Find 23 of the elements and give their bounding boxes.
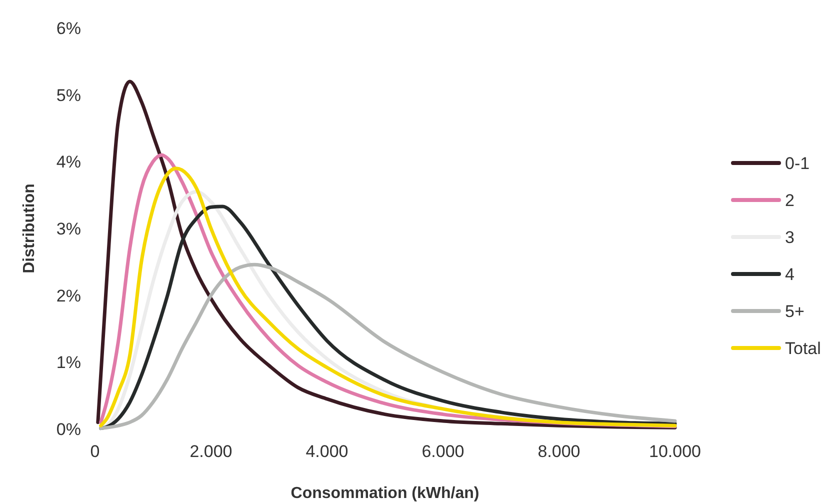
y-tick-label: 6%	[56, 18, 81, 38]
x-axis-title: Consommation (kWh/an)	[290, 485, 480, 502]
x-tick-label: 2.000	[190, 442, 232, 461]
x-tick-label: 4.000	[306, 442, 348, 461]
legend-label: 4	[785, 264, 794, 284]
y-tick-label: 4%	[56, 152, 81, 172]
legend-label: 2	[785, 190, 794, 210]
x-tick-label: 8.000	[538, 442, 580, 461]
y-axis-title: Distribution	[21, 184, 38, 274]
y-tick-label: 3%	[56, 219, 81, 238]
legend-label: 3	[785, 228, 794, 247]
x-tick-label: 0	[90, 442, 100, 461]
y-tick-label: 2%	[56, 286, 81, 306]
x-tick-label: 10.000	[649, 442, 701, 461]
y-tick-label: 1%	[56, 353, 81, 372]
y-tick-label: 0%	[56, 420, 81, 439]
legend-label: 5+	[785, 302, 804, 321]
legend-label: Total	[785, 338, 821, 358]
legend-label: 0-1	[785, 154, 810, 173]
line-series	[96, 80, 677, 430]
y-tick-label: 5%	[56, 86, 81, 105]
line-series	[99, 262, 677, 430]
x-tick-label: 6.000	[422, 442, 464, 461]
